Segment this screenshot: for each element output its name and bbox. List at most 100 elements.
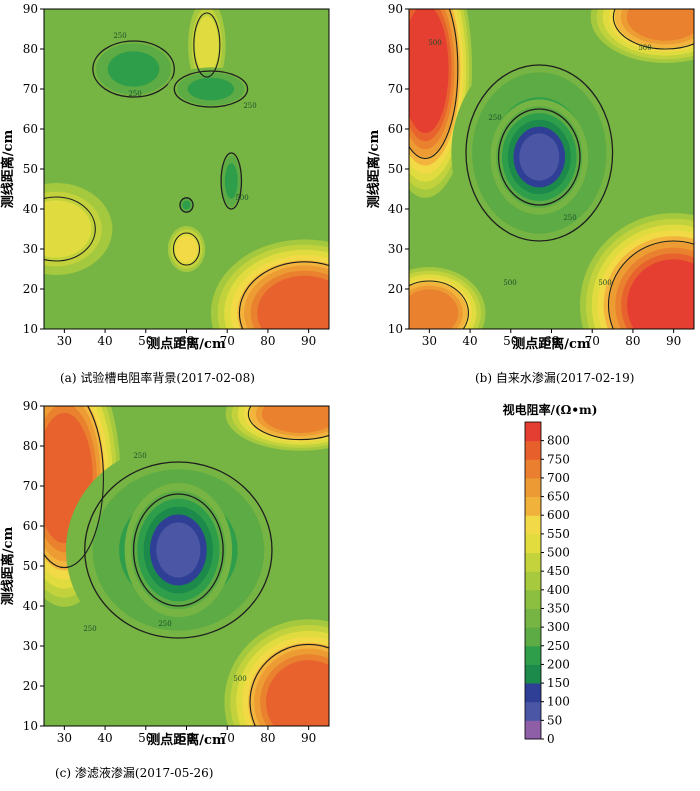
y-tick-label: 30 (23, 242, 38, 256)
contour-band (108, 51, 160, 86)
x-tick-label: 30 (422, 334, 437, 348)
y-axis-label: 测线距离/cm (0, 527, 16, 606)
y-tick-label: 70 (23, 479, 38, 493)
y-tick-label: 10 (23, 322, 38, 336)
contour-value-label: 250 (158, 620, 171, 628)
colorbar-swatch (525, 497, 541, 516)
colorbar-tick-label: 800 (547, 434, 570, 448)
y-tick-label: 80 (388, 42, 403, 56)
y-tick-label: 70 (388, 82, 403, 96)
colorbar-swatch (525, 646, 541, 665)
y-tick-label: 90 (23, 399, 38, 413)
contour-value-label: 500 (428, 39, 441, 47)
y-tick-label: 50 (23, 162, 38, 176)
colorbar-swatch (525, 441, 541, 460)
colorbar-swatch (525, 459, 541, 478)
contour-value-label: 500 (638, 44, 651, 52)
y-tick-label: 50 (23, 559, 38, 573)
y-tick-label: 40 (23, 599, 38, 613)
x-tick-label: 90 (301, 334, 316, 348)
colorbar-tick-label: 200 (547, 657, 570, 671)
colorbar-tick-label: 600 (547, 508, 570, 522)
contour-band (176, 236, 198, 263)
y-tick-label: 10 (23, 719, 38, 733)
colorbar-tick-label: 700 (547, 471, 570, 485)
y-tick-label: 60 (23, 519, 38, 533)
colorbar-swatch (525, 664, 541, 683)
colorbar-tick-label: 450 (547, 564, 570, 578)
colorbar-tick-label: 300 (547, 620, 570, 634)
colorbar-swatch (525, 608, 541, 627)
y-tick-label: 40 (388, 202, 403, 216)
x-axis-label: 测点距离/cm (512, 336, 591, 352)
y-tick-label: 90 (388, 2, 403, 16)
colorbar-swatch (525, 683, 541, 702)
x-tick-label: 90 (666, 334, 681, 348)
colorbar-swatch (525, 720, 541, 739)
x-axis-label: 测点距离/cm (147, 732, 226, 748)
colorbar-tick-label: 0 (547, 732, 555, 746)
colorbar-swatch (525, 534, 541, 553)
contour-band (262, 396, 339, 433)
y-tick-label: 60 (23, 122, 38, 136)
contour-value-label: 250 (83, 625, 96, 633)
x-tick-label: 80 (260, 731, 275, 745)
contour-band (182, 200, 190, 209)
y-tick-label: 60 (388, 122, 403, 136)
y-tick-label: 50 (388, 162, 403, 176)
y-tick-label: 90 (23, 2, 38, 16)
x-tick-label: 90 (301, 731, 316, 745)
x-tick-label: 30 (57, 731, 72, 745)
colorbar-title: 视电阻率/(Ω•m) (503, 402, 598, 417)
y-tick-label: 30 (388, 242, 403, 256)
y-tick-label: 70 (23, 82, 38, 96)
x-tick-label: 40 (97, 334, 112, 348)
colorbar-tick-label: 650 (547, 490, 570, 504)
colorbar-tick-label: 50 (547, 713, 562, 727)
x-tick-label: 40 (462, 334, 477, 348)
colorbar: 视电阻率/(Ω•m)050100150200250300350400450500… (490, 400, 640, 760)
colorbar-tick-label: 100 (547, 695, 570, 709)
y-axis-label: 测线距离/cm (366, 130, 382, 209)
colorbar-tick-label: 400 (547, 583, 570, 597)
colorbar-tick-label: 350 (547, 601, 570, 615)
x-tick-label: 40 (97, 731, 112, 745)
y-tick-label: 30 (23, 639, 38, 653)
x-tick-label: 30 (57, 334, 72, 348)
y-axis-label: 测线距离/cm (0, 130, 16, 209)
contour-value-label: 500 (503, 279, 516, 287)
x-tick-label: 80 (260, 334, 275, 348)
contour-value-label: 250 (128, 90, 141, 98)
y-tick-label: 20 (23, 679, 38, 693)
colorbar-swatch (525, 515, 541, 534)
colorbar-swatch (525, 590, 541, 609)
contour-value-label: 250 (113, 32, 126, 40)
contour-value-label: 250 (563, 214, 576, 222)
colorbar-swatch (525, 627, 541, 646)
contour-band (188, 78, 234, 101)
contour-value-label: 500 (235, 194, 248, 202)
x-tick-label: 80 (625, 334, 640, 348)
contour-value-label: 500 (233, 675, 246, 683)
contour-band (156, 522, 200, 577)
colorbar-swatch (525, 571, 541, 590)
y-tick-label: 80 (23, 439, 38, 453)
colorbar-swatch (525, 702, 541, 721)
panel-caption: (b) 自来水渗漏(2017-02-19) (475, 370, 634, 385)
colorbar-tick-label: 750 (547, 452, 570, 466)
y-tick-label: 20 (388, 282, 403, 296)
contour-value-label: 250 (243, 102, 256, 110)
contour-value-label: 250 (488, 114, 501, 122)
colorbar-tick-label: 250 (547, 639, 570, 653)
colorbar-swatch (525, 553, 541, 572)
panel-caption: (c) 渗滤液渗漏(2017-05-26) (55, 765, 213, 780)
contour-value-label: 250 (133, 452, 146, 460)
colorbar-tick-label: 150 (547, 676, 570, 690)
colorbar-tick-label: 550 (547, 527, 570, 541)
contour-band (519, 133, 559, 180)
